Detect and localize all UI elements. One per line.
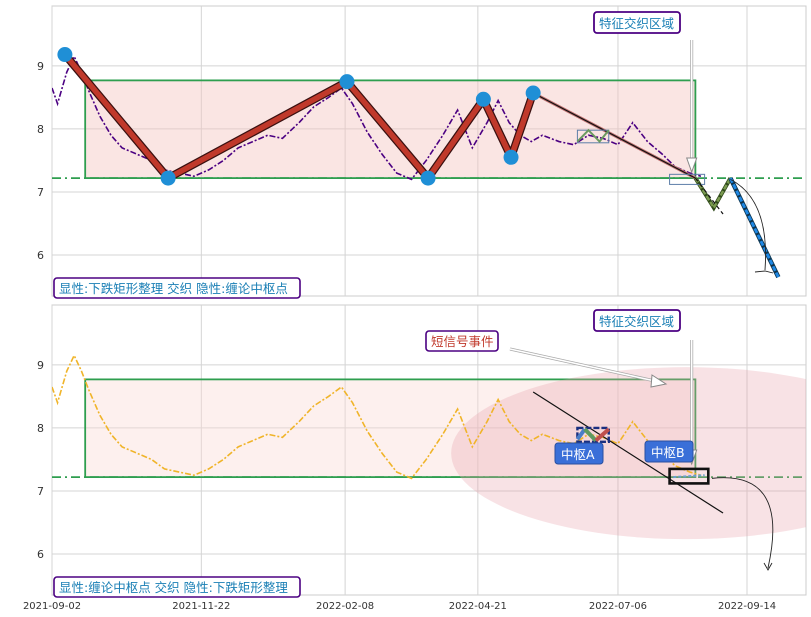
trend-tail bbox=[694, 177, 724, 215]
x-tick-label: 2022-02-08 bbox=[316, 601, 374, 612]
curved-arrow-tip bbox=[763, 562, 773, 571]
x-tick-label: 2021-11-22 bbox=[172, 601, 230, 612]
projection-green-line bbox=[694, 177, 732, 211]
y-tick-label: 9 bbox=[37, 60, 44, 73]
y-tick-label: 6 bbox=[37, 249, 44, 262]
signal-arrow-core bbox=[509, 348, 656, 382]
bottom-panel-label: 显性:缠论中枢点 交织 隐性:下跌矩形整理 bbox=[59, 580, 288, 595]
top-y-tick-labels: 6 7 8 9 bbox=[37, 60, 44, 262]
trend-line bbox=[532, 391, 724, 514]
pivot-marker bbox=[339, 74, 355, 90]
y-tick-label: 7 bbox=[37, 186, 44, 199]
curved-arrow-tip bbox=[754, 270, 774, 274]
bottom-content bbox=[52, 353, 806, 540]
curved-arrow bbox=[711, 477, 774, 569]
bottom-annotation: 特征交织区域 bbox=[599, 314, 674, 329]
y-tick-label: 6 bbox=[37, 548, 44, 561]
top-annotation: 特征交织区域 bbox=[599, 16, 674, 31]
signal-arrow-head bbox=[650, 374, 668, 388]
x-tick-label: 2022-09-14 bbox=[718, 601, 776, 612]
bottom-overlay bbox=[509, 340, 774, 571]
pivot-a-seg bbox=[583, 427, 598, 442]
y-tick-label: 7 bbox=[37, 485, 44, 498]
top-grid bbox=[51, 6, 806, 296]
signal-label: 短信号事件 bbox=[431, 334, 494, 349]
top-content bbox=[52, 47, 806, 279]
bottom-label-box: 显性:缠论中枢点 交织 隐性:下跌矩形整理 bbox=[53, 576, 301, 598]
top-bottom-label-box: 显性:下跌矩形整理 交织 隐性:缠论中枢点 bbox=[53, 277, 301, 299]
top-annotation-box: 特征交织区域 bbox=[593, 11, 681, 34]
y-tick-label: 9 bbox=[37, 359, 44, 372]
pivot-a-seg bbox=[594, 427, 611, 443]
pivot-b-box bbox=[668, 467, 710, 485]
pivot-marker bbox=[160, 170, 176, 186]
bottom-annotation-box: 特征交织区域 bbox=[593, 309, 681, 332]
x-tick-label: 2021-09-02 bbox=[23, 601, 81, 612]
price-line bbox=[52, 54, 702, 181]
bottom-grid bbox=[51, 305, 806, 595]
pivot-b-label: 中枢B bbox=[651, 445, 685, 460]
y-tick-label: 8 bbox=[37, 123, 44, 136]
annotation-arrow-head bbox=[685, 157, 698, 174]
pivot-b-inner bbox=[673, 474, 705, 479]
y-tick-label: 8 bbox=[37, 422, 44, 435]
bottom-y-tick-labels: 6 7 8 9 bbox=[37, 359, 44, 561]
pivot-marker bbox=[525, 85, 541, 101]
pivot-a-seg bbox=[575, 428, 587, 441]
pivot-marker bbox=[420, 170, 436, 186]
x-tick-label: 2022-07-06 bbox=[589, 601, 647, 612]
projection-blue-line bbox=[729, 177, 780, 278]
pivot-mini-box-2 bbox=[669, 173, 706, 185]
top-plot-area bbox=[51, 5, 807, 297]
pivot-a-label-box: 中枢A bbox=[554, 442, 604, 465]
curved-arrow bbox=[730, 178, 766, 271]
x-tick-labels: 2021-09-02 2021-11-22 2022-02-08 2022-04-21… bbox=[23, 601, 776, 612]
top-panel: 6 7 8 9 bbox=[37, 5, 807, 297]
x-tick-label: 2022-04-21 bbox=[449, 601, 507, 612]
pivot-marker bbox=[57, 47, 73, 63]
pivot-marker bbox=[475, 91, 491, 107]
top-panel-label: 显性:下跌矩形整理 交织 隐性:缠论中枢点 bbox=[59, 281, 288, 296]
signal-label-box: 短信号事件 bbox=[425, 330, 499, 352]
pivot-a-box bbox=[576, 426, 610, 444]
top-overlay bbox=[685, 40, 774, 274]
trend-line bbox=[532, 92, 696, 179]
pivot-mini-box bbox=[576, 129, 610, 144]
pivot-marker bbox=[503, 149, 519, 165]
pivot-mini-zigzag bbox=[576, 128, 610, 144]
price-line bbox=[52, 353, 702, 480]
pivot-b-label-box: 中枢B bbox=[644, 440, 694, 463]
pivot-a-label: 中枢A bbox=[561, 447, 595, 462]
